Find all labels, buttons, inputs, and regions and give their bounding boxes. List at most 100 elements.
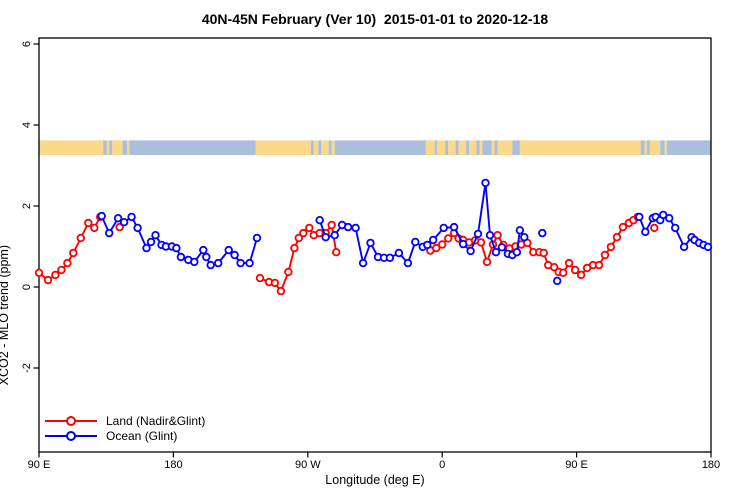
data-point [332, 247, 341, 257]
data-point [429, 235, 438, 245]
data-point [665, 213, 674, 223]
data-point [176, 252, 186, 262]
data-point [485, 230, 495, 240]
x-tick-label: 90 E [28, 459, 51, 471]
map-band-land-segment [331, 140, 335, 155]
data-point [539, 248, 548, 258]
data-point [252, 233, 262, 243]
map-band-land-segment [469, 140, 477, 155]
data-point [276, 286, 286, 296]
map-band-ocean-segment [328, 140, 332, 155]
map-band-ocean-segment [318, 140, 322, 155]
y-tick-label: 0 [21, 284, 33, 290]
data-point [133, 223, 142, 233]
data-point [439, 223, 448, 233]
data-point [315, 215, 324, 225]
map-band-ocean-segment [482, 140, 492, 155]
data-point [650, 223, 659, 233]
data-point [403, 258, 413, 268]
data-point [63, 258, 72, 268]
map-band-land-segment [491, 140, 495, 155]
data-point [497, 243, 507, 252]
map-band-ocean-segment [103, 140, 107, 155]
data-point [127, 212, 136, 222]
land-series-key-icon [45, 414, 97, 427]
data-point [43, 275, 53, 285]
data-point [481, 178, 490, 188]
data-point [466, 246, 475, 256]
map-band-land-segment [321, 140, 329, 155]
y-tick-label: -2 [21, 363, 33, 373]
map-band-ocean-segment [445, 140, 449, 155]
map-band-ocean-segment [660, 140, 665, 155]
data-point [570, 265, 580, 275]
map-band-ocean-segment [455, 140, 459, 155]
x-tick-label: 180 [164, 459, 182, 471]
data-point [449, 222, 459, 232]
legend-label-ocean: Ocean (Glint) [106, 428, 178, 443]
data-point [411, 237, 420, 247]
data-point [294, 233, 303, 243]
map-band-land-segment [448, 140, 456, 155]
data-point [151, 230, 160, 240]
data-point [493, 230, 502, 240]
data-point [612, 232, 622, 242]
data-point [366, 238, 375, 248]
data-point [351, 223, 360, 233]
data-point [550, 263, 559, 272]
map-band-land-segment [664, 140, 667, 155]
map-band-land-segment [112, 140, 123, 155]
x-axis-label: Longitude (deg E) [325, 473, 425, 487]
legend-label-land: Land (Nadir&Glint) [106, 413, 206, 428]
map-band-land-segment [425, 140, 435, 155]
chart-title: 40N-45N February (Ver 10) 2015-01-01 to … [201, 11, 549, 27]
data-point [270, 278, 280, 288]
data-point [520, 232, 529, 242]
data-point [482, 257, 492, 267]
data-point [236, 258, 245, 268]
map-band-ocean-segment [646, 140, 650, 155]
ocean-series-key-icon [45, 429, 97, 442]
x-tick-label: 90 E [565, 459, 588, 471]
data-point [564, 258, 574, 268]
data-point [230, 250, 239, 260]
map-band-ocean-segment [109, 140, 113, 155]
map-band-land-segment [313, 140, 319, 155]
data-point [206, 260, 215, 270]
data-point [51, 270, 60, 280]
data-point [190, 257, 199, 267]
data-point [305, 223, 314, 233]
data-point [104, 228, 114, 238]
data-point [594, 260, 604, 270]
map-band-land-segment [519, 140, 641, 155]
x-tick-label: 0 [439, 459, 445, 471]
data-point [538, 228, 547, 238]
data-point [438, 240, 447, 249]
map-band-ocean-segment [640, 140, 645, 155]
data-point [600, 250, 610, 260]
data-point [245, 258, 254, 268]
data-point [97, 211, 106, 221]
data-point [146, 237, 156, 247]
data-point [299, 228, 308, 238]
data-point [213, 258, 223, 268]
legend-item-land: Land (Nadir&Glint) [45, 413, 205, 428]
data-point [515, 226, 525, 235]
x-tick-label: 90 W [295, 459, 321, 471]
data-point [606, 242, 616, 252]
data-point [512, 247, 522, 257]
x-tick-label: 180 [702, 459, 720, 471]
data-point [385, 253, 395, 262]
data-point [69, 248, 78, 258]
data-point [172, 243, 181, 253]
map-band-ocean-segment [666, 140, 711, 155]
data-point [559, 268, 568, 277]
data-point [115, 222, 124, 232]
data-point [476, 238, 486, 247]
data-point [34, 268, 44, 277]
legend-item-ocean: Ocean (Glint) [45, 428, 205, 443]
map-band-ocean-segment [434, 140, 437, 155]
data-point [659, 210, 668, 220]
data-point [703, 242, 713, 252]
